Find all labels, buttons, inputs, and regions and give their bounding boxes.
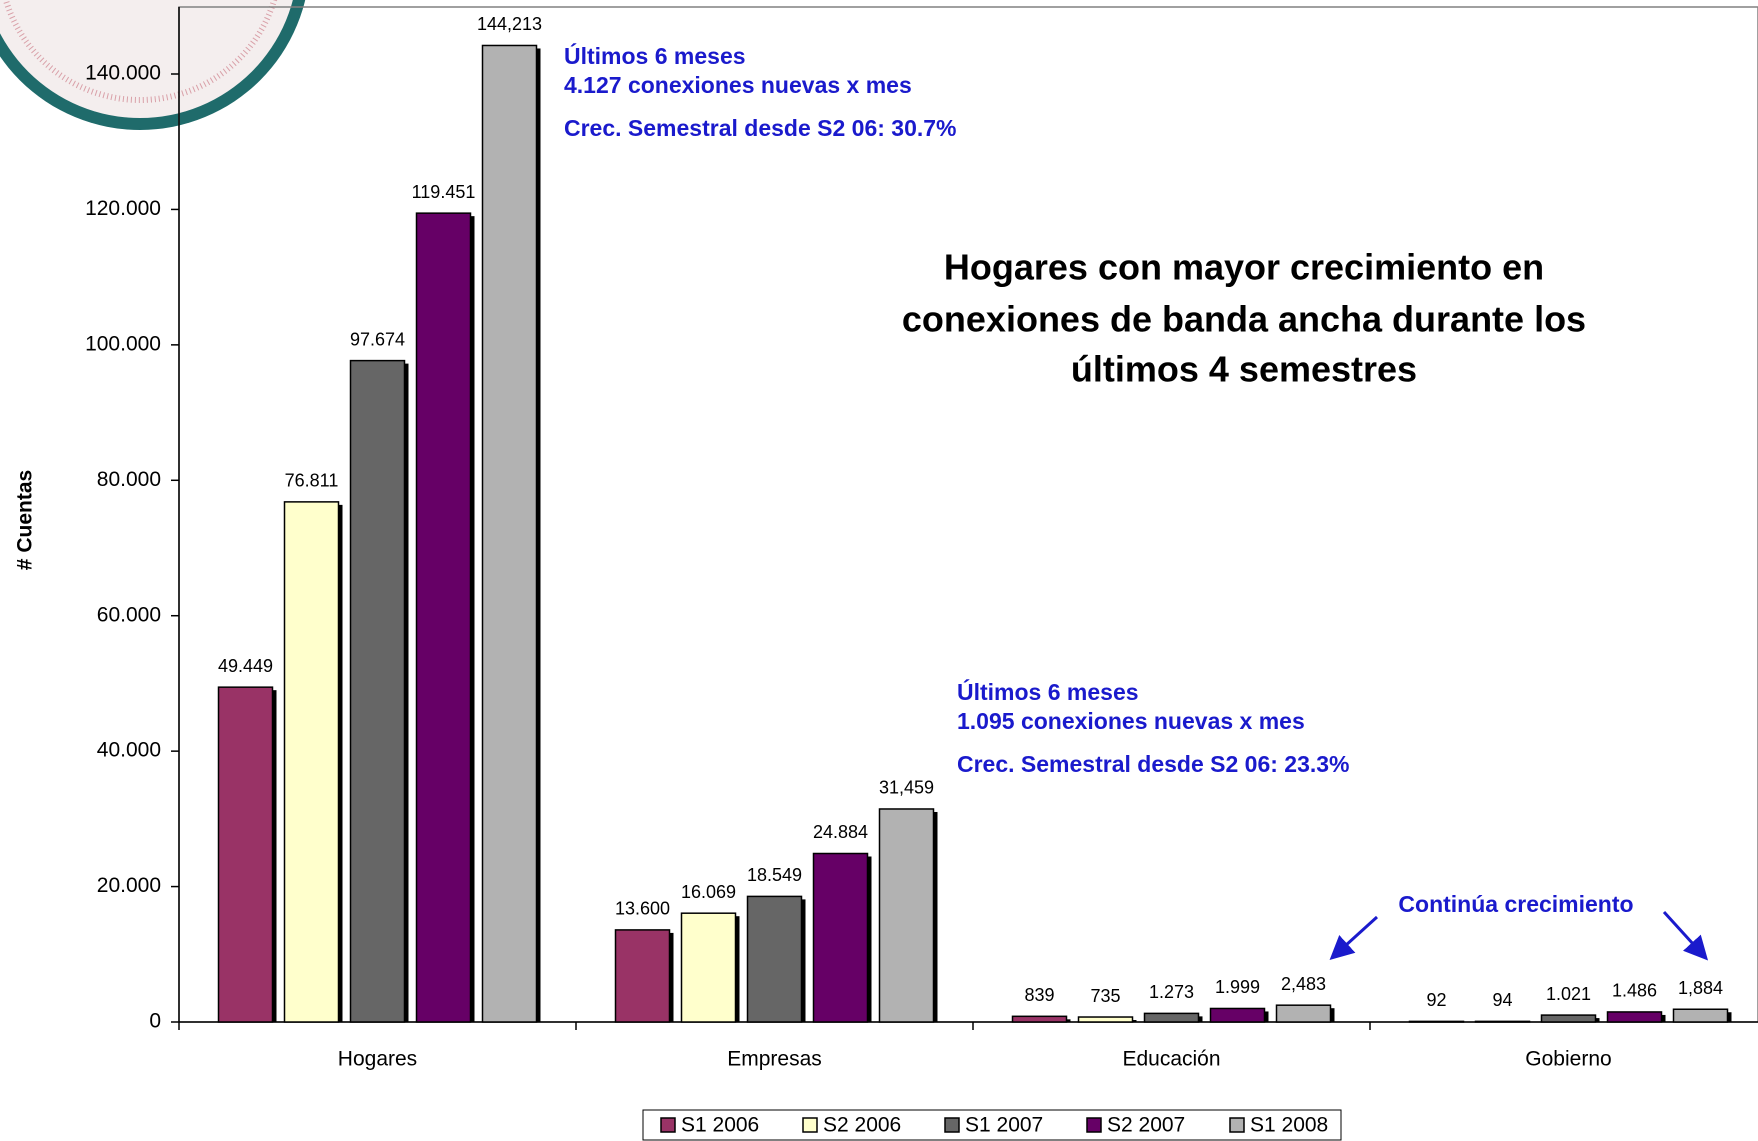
bar <box>1606 1011 1663 1023</box>
y-axis-label: # Cuentas <box>14 470 37 570</box>
data-label: 119.451 <box>412 182 476 202</box>
annotation: Crec. Semestral desde S2 06: 30.7% <box>564 115 957 141</box>
legend-swatch <box>1229 1117 1245 1133</box>
data-label: 97.674 <box>350 329 405 349</box>
bar <box>349 359 406 1023</box>
annotation: 1.095 conexiones nuevas x mes <box>957 708 1305 734</box>
data-label: 1.273 <box>1149 982 1194 1002</box>
chart-title: últimos 4 semestres <box>1071 349 1417 390</box>
x-tick-label: Gobierno <box>1525 1048 1611 1071</box>
stopwatch-decoration <box>0 0 306 130</box>
bar <box>1474 1020 1531 1023</box>
annotation: Crec. Semestral desde S2 06: 23.3% <box>957 751 1350 777</box>
y-tick-label: 80.000 <box>97 468 161 491</box>
bar <box>1672 1008 1729 1023</box>
y-tick-label: 140.000 <box>85 62 161 85</box>
legend-label: S1 2006 <box>681 1114 759 1137</box>
data-label: 76.811 <box>285 471 339 491</box>
y-tick-label: 120.000 <box>85 197 161 220</box>
bar <box>746 895 803 1023</box>
legend-label: S2 2007 <box>1107 1114 1185 1137</box>
chart-title: Hogares con mayor crecimiento en <box>944 247 1544 288</box>
data-label: 144,213 <box>477 14 542 34</box>
bar <box>481 44 538 1023</box>
data-label: 2,483 <box>1281 974 1326 994</box>
arrow <box>1329 915 1379 961</box>
bar <box>1011 1015 1068 1023</box>
annotation: 4.127 conexiones nuevas x mes <box>564 72 912 98</box>
legend-swatch <box>660 1117 676 1133</box>
annotation: Últimos 6 meses <box>564 42 746 69</box>
bar <box>1275 1004 1332 1023</box>
data-label: 94 <box>1492 990 1512 1010</box>
annotation: Últimos 6 meses <box>957 678 1139 705</box>
data-label: 31,459 <box>879 778 934 798</box>
data-label: 13.600 <box>615 899 670 919</box>
legend-label: S1 2008 <box>1250 1114 1328 1137</box>
data-label: 1.486 <box>1612 981 1657 1001</box>
x-tick-label: Educación <box>1122 1048 1220 1071</box>
data-label: 1.021 <box>1546 984 1591 1004</box>
data-label: 1.999 <box>1215 977 1260 997</box>
legend-label: S2 2006 <box>823 1114 901 1137</box>
bar <box>415 212 472 1023</box>
x-tick-label: Empresas <box>727 1048 822 1071</box>
bar <box>680 912 737 1023</box>
bar <box>1408 1020 1465 1023</box>
legend-label: S1 2007 <box>965 1114 1043 1137</box>
bar <box>812 852 869 1023</box>
bar <box>1143 1012 1200 1023</box>
bar <box>614 929 671 1023</box>
legend-swatch <box>1086 1117 1102 1133</box>
data-label: 49.449 <box>218 656 273 676</box>
y-tick-label: 0 <box>149 1010 161 1033</box>
data-label: 839 <box>1024 985 1054 1005</box>
legend-swatch <box>802 1117 818 1133</box>
y-tick-label: 40.000 <box>97 739 161 762</box>
legend-swatch <box>944 1117 960 1133</box>
data-label: 735 <box>1090 986 1120 1006</box>
legend-box <box>642 1109 1342 1141</box>
x-tick-label: Hogares <box>338 1048 417 1071</box>
bar <box>217 686 274 1023</box>
data-label: 1,884 <box>1678 978 1723 998</box>
data-label: 24.884 <box>813 822 868 842</box>
data-label: 92 <box>1426 990 1446 1010</box>
y-tick-label: 20.000 <box>97 874 161 897</box>
y-tick-label: 60.000 <box>97 603 161 626</box>
data-label: 16.069 <box>681 882 736 902</box>
annotation: Continúa crecimiento <box>1398 891 1633 917</box>
y-tick-label: 100.000 <box>85 332 161 355</box>
bar <box>1540 1014 1597 1023</box>
bar <box>283 501 340 1023</box>
chart-title: conexiones de banda ancha durante los <box>902 299 1586 340</box>
data-label: 18.549 <box>747 865 802 885</box>
bar <box>878 808 935 1023</box>
bar <box>1077 1016 1134 1023</box>
bar <box>1209 1007 1266 1023</box>
arrow <box>1662 910 1709 961</box>
